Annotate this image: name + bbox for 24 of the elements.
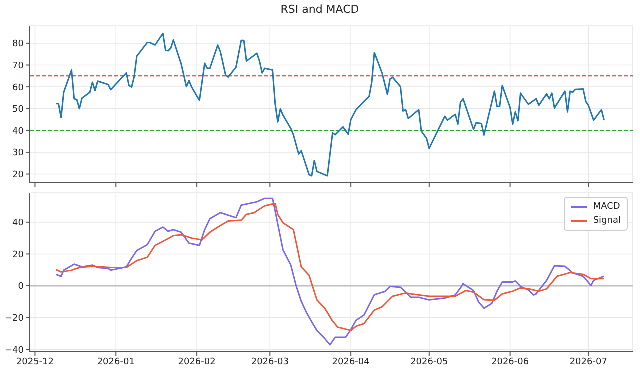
x-tick-label: 2026-01 — [97, 357, 135, 368]
y-tick-label: 50 — [12, 105, 24, 116]
x-tick-label: 2026-04 — [332, 357, 370, 368]
y-tick-label: 40 — [12, 126, 24, 137]
x-tick-label: 2026-07 — [570, 357, 608, 368]
y-tick-label: 60 — [12, 83, 24, 94]
x-tick-label: 2026-03 — [251, 357, 289, 368]
y-tick-label: 0 — [18, 282, 24, 292]
y-tick-label: −20 — [5, 314, 24, 324]
y-tick-label: 20 — [12, 250, 24, 260]
x-tick-label: 2026-02 — [178, 357, 216, 368]
y-tick-label: 20 — [12, 170, 24, 180]
x-tick-label: 2026-06 — [492, 357, 530, 368]
x-tick-label: 2026-05 — [410, 357, 448, 368]
y-tick-label: 80 — [12, 40, 24, 50]
legend-label: Signal — [593, 215, 621, 228]
legend-label: MACD — [593, 201, 620, 214]
chart-title: RSI and MACD — [280, 3, 360, 16]
line-series — [55, 32, 606, 177]
y-tick-label: 30 — [12, 148, 24, 159]
x-tick-label: 2025-12 — [16, 357, 54, 368]
y-tick-label: 70 — [12, 61, 24, 72]
y-tick-label: −40 — [5, 346, 24, 356]
y-tick-label: 40 — [12, 218, 24, 229]
